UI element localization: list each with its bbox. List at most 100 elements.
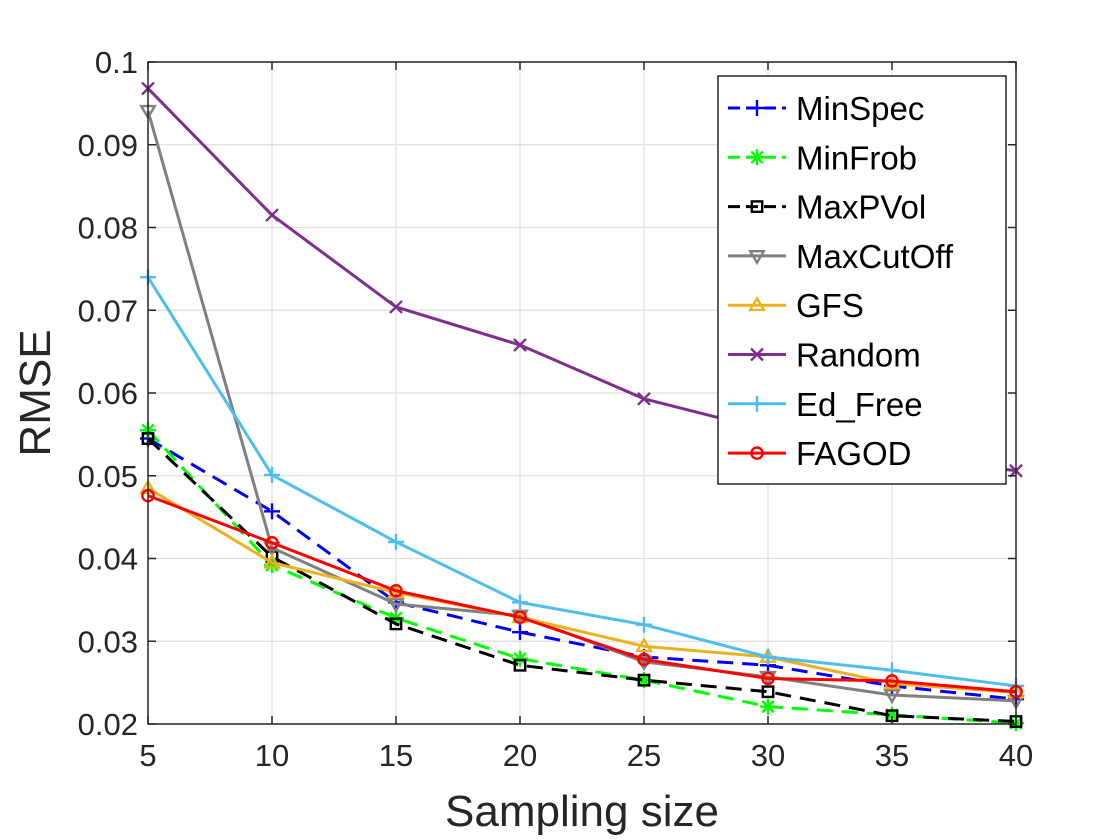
series-line-maxpvol: [146, 437, 1017, 724]
marker-triangle-down: [748, 249, 766, 266]
y-tick-label: 0.07: [78, 293, 138, 328]
legend-entry-maxcutoff: MaxCutOff: [728, 238, 954, 275]
data-point-fagod: [265, 535, 279, 550]
marker-circle: [265, 535, 279, 550]
legend-entry-maxpvol: MaxPVol: [728, 189, 926, 226]
marker-square: [513, 658, 527, 672]
data-point-fagod: [761, 671, 775, 686]
y-tick-label: 0.1: [95, 45, 138, 80]
data-point-ed-free: [760, 648, 776, 665]
legend-entry-fagod: FAGOD: [728, 435, 912, 472]
series-line-minspec: [147, 437, 1017, 701]
marker-circle: [513, 610, 527, 625]
marker-square: [637, 673, 651, 687]
data-point-fagod: [389, 583, 403, 598]
data-point-ed-free: [636, 616, 652, 633]
x-tick-label: 15: [379, 738, 413, 773]
legend-box: [717, 75, 1007, 485]
data-point-random: [513, 338, 527, 352]
legend-label-gfs: GFS: [796, 287, 864, 324]
data-point-random: [637, 391, 651, 406]
data-point-maxpvol: [513, 658, 527, 672]
legend-marker-fagod: [750, 446, 764, 460]
series-line-fagod: [147, 494, 1017, 694]
data-point-maxpvol: [389, 617, 403, 631]
data-point-gfs: [263, 553, 281, 569]
legend-label-fagod: FAGOD: [796, 435, 912, 472]
legend-entry-random: Random: [728, 337, 921, 374]
marker-triangle-up: [748, 296, 766, 312]
data-point-random: [389, 300, 403, 314]
legend-entry-gfs: GFS: [728, 287, 864, 324]
series-line-ed-free: [146, 276, 1017, 688]
legend-entry-minspec: MinSpec: [728, 90, 924, 127]
x-tick-label: 20: [503, 738, 537, 773]
marker-x-b: [389, 300, 403, 314]
series-layer: [139, 81, 1025, 732]
series-line-minfrob: [146, 429, 1017, 725]
series-line-gfs: [147, 486, 1017, 695]
y-axis-title: RMSE: [11, 329, 60, 456]
legend-marker-gfs: [748, 296, 766, 312]
marker-circle: [389, 583, 403, 598]
y-tick-label: 0.06: [78, 376, 138, 411]
marker-circle: [761, 671, 775, 686]
y-tick-label: 0.02: [78, 707, 138, 742]
data-point-fagod: [513, 610, 527, 625]
legend-label-random: Random: [796, 337, 921, 374]
x-tick-label: 30: [751, 738, 785, 773]
x-tick-label: 40: [999, 738, 1033, 773]
legend-label-ed-free: Ed_Free: [796, 386, 923, 423]
legend-marker-ed-free: [749, 395, 765, 412]
legend-label-minspec: MinSpec: [796, 90, 924, 127]
legend-entry-minfrob: MinFrob: [728, 139, 917, 176]
y-tick-label: 0.08: [78, 211, 138, 246]
data-point-maxpvol: [637, 673, 651, 687]
marker-ast-b: [750, 150, 764, 164]
marker-square: [389, 617, 403, 631]
y-tick-label: 0.05: [78, 459, 138, 494]
x-axis-title: Sampling size: [445, 787, 719, 836]
legend: MinSpec MinFrob MaxPVol MaxCutOff GFS Random E…: [717, 75, 1007, 485]
marker-circle: [885, 674, 899, 688]
marker-triangle-up: [263, 553, 281, 569]
marker-circle: [750, 446, 764, 460]
marker-square: [761, 685, 775, 699]
data-point-fagod: [885, 674, 899, 688]
x-tick-label: 10: [255, 738, 289, 773]
legend-marker-maxcutoff: [748, 249, 766, 266]
y-tick-label: 0.03: [78, 624, 138, 659]
marker-triangle-down: [387, 598, 405, 614]
marker-triangle-up: [635, 637, 653, 653]
legend-label-minfrob: MinFrob: [796, 139, 917, 176]
marker-square: [750, 200, 764, 213]
series-fagod: [141, 488, 1023, 699]
legend-marker-minspec: [749, 100, 765, 116]
marker-triangle-down: [883, 689, 901, 705]
data-point-fagod: [637, 652, 651, 667]
data-point-ed-free: [388, 533, 404, 550]
data-point-minspec: [264, 503, 280, 520]
data-point-maxpvol: [761, 685, 775, 699]
marker-ast-b: [761, 700, 775, 714]
data-point-random: [265, 208, 279, 222]
marker-x-b: [513, 338, 527, 352]
legend-label-maxpvol: MaxPVol: [796, 189, 926, 226]
marker-x-b: [637, 391, 651, 406]
x-tick-label: 35: [875, 738, 909, 773]
ticks: 5 10 15 20 25 30 35 40 0.02 0.03 0.04 0.05 0.06 0.07 0…: [78, 45, 1034, 773]
marker-circle: [637, 652, 651, 667]
data-point-maxcutoff: [387, 598, 405, 614]
marker-x-b: [265, 208, 279, 222]
marker-x-b: [750, 347, 764, 362]
data-point-ed-free: [512, 594, 528, 611]
data-point-gfs: [635, 637, 653, 653]
legend-marker-minfrob: [749, 149, 765, 166]
data-point-ed-free: [264, 466, 280, 483]
legend-marker-random: [750, 347, 764, 362]
y-tick-label: 0.04: [78, 542, 138, 577]
marker-ast-b: [637, 673, 651, 687]
x-tick-label: 25: [627, 738, 661, 773]
data-point-minfrob: [760, 698, 776, 715]
